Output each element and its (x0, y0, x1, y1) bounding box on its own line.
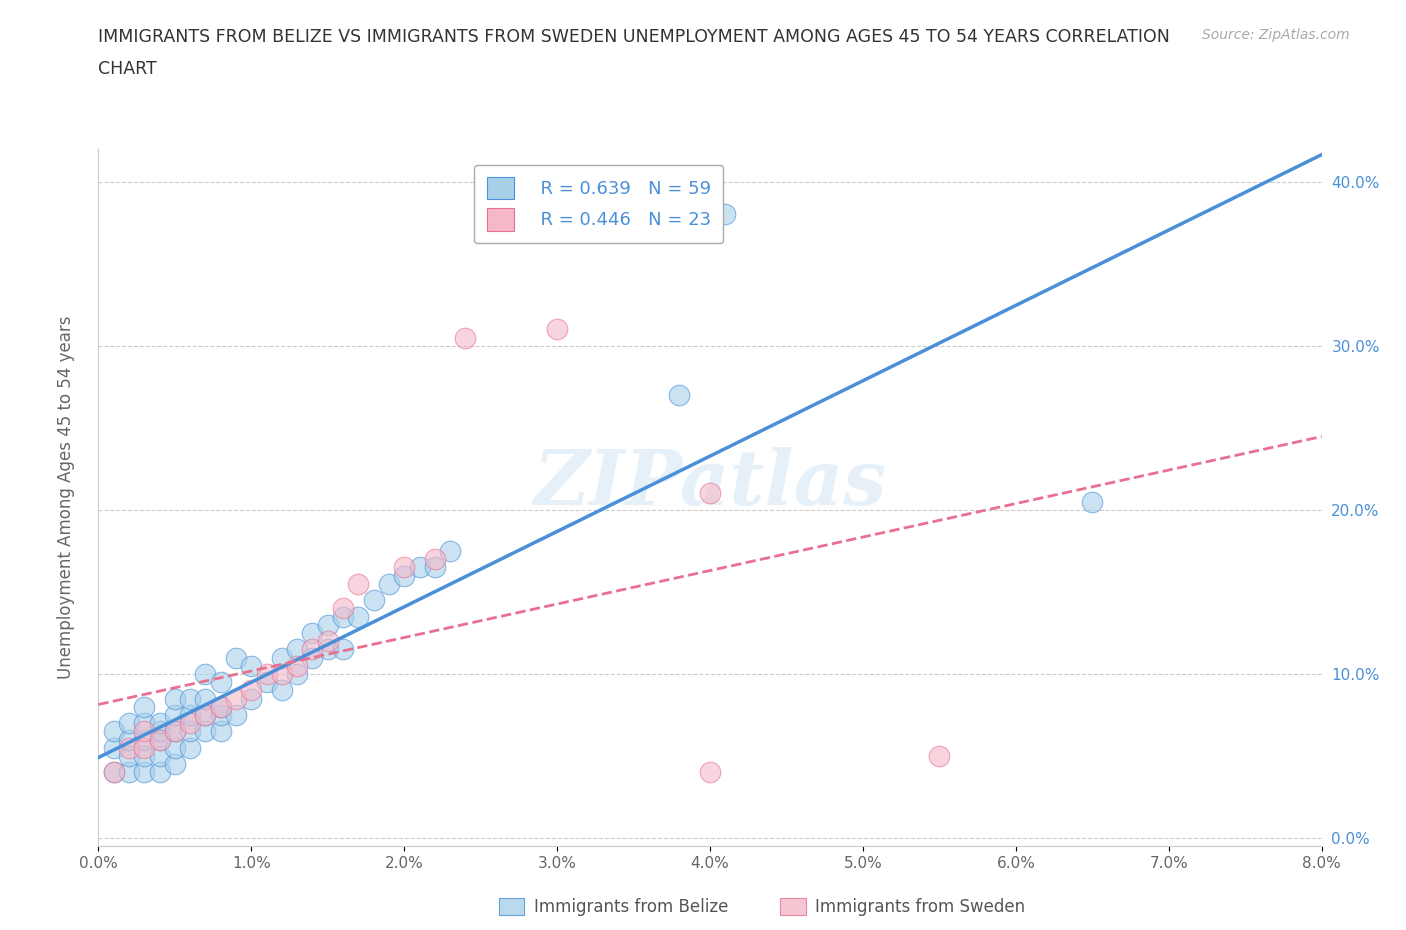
Point (134, 716, 156, 731)
Point (118, 716, 141, 731)
Point (270, 650, 294, 665)
Point (194, 667, 217, 682)
Point (194, 708, 217, 723)
Point (301, 642, 323, 657)
Point (316, 633, 339, 648)
Point (179, 708, 201, 723)
Point (392, 560, 416, 575)
Point (546, 322, 568, 337)
Point (179, 740, 201, 755)
Point (103, 740, 125, 755)
Point (699, 765, 721, 780)
Point (392, 568, 416, 583)
Point (194, 708, 217, 723)
Point (103, 765, 125, 780)
Point (347, 577, 370, 591)
Point (118, 740, 141, 755)
Point (163, 740, 186, 755)
Point (240, 658, 263, 673)
Text: CHART: CHART (98, 60, 157, 78)
Point (240, 683, 263, 698)
Point (209, 699, 232, 714)
Point (134, 699, 156, 714)
Point (163, 724, 186, 738)
Point (256, 675, 278, 690)
Point (668, 388, 690, 403)
Point (301, 650, 323, 665)
Point (163, 757, 186, 772)
Point (423, 560, 446, 575)
Point (225, 708, 247, 723)
Point (134, 740, 156, 755)
Point (225, 650, 247, 665)
Point (332, 642, 354, 657)
Point (149, 732, 172, 747)
Point (363, 592, 385, 607)
Point (225, 691, 247, 706)
Point (209, 708, 232, 723)
Point (134, 749, 156, 764)
Point (179, 716, 201, 731)
Point (149, 716, 172, 731)
Point (1081, 494, 1104, 509)
Point (301, 626, 323, 641)
Point (408, 560, 430, 575)
Point (118, 749, 141, 764)
Legend:   R = 0.639   N = 59,   R = 0.446   N = 23: R = 0.639 N = 59, R = 0.446 N = 23 (474, 165, 723, 243)
Point (163, 691, 186, 706)
Point (134, 765, 156, 780)
Point (194, 724, 217, 738)
Point (103, 765, 125, 780)
Point (285, 642, 308, 657)
Point (240, 691, 263, 706)
Point (118, 765, 141, 780)
Point (149, 732, 172, 747)
Point (149, 765, 172, 780)
Point (316, 618, 339, 632)
Point (270, 667, 294, 682)
Point (103, 724, 125, 738)
Point (179, 691, 201, 706)
Point (179, 724, 201, 738)
Point (134, 724, 156, 738)
Point (118, 732, 141, 747)
Point (285, 658, 308, 673)
Point (163, 708, 186, 723)
Point (928, 749, 950, 764)
Point (423, 551, 446, 566)
Point (163, 724, 186, 738)
Point (194, 691, 217, 706)
Text: IMMIGRANTS FROM BELIZE VS IMMIGRANTS FROM SWEDEN UNEMPLOYMENT AMONG AGES 45 TO 5: IMMIGRANTS FROM BELIZE VS IMMIGRANTS FRO… (98, 28, 1170, 46)
Point (209, 724, 232, 738)
Text: Immigrants from Belize: Immigrants from Belize (534, 897, 728, 916)
Point (439, 543, 461, 558)
Text: Immigrants from Sweden: Immigrants from Sweden (815, 897, 1025, 916)
Point (270, 683, 294, 698)
Point (256, 667, 278, 682)
Point (454, 330, 477, 345)
Point (332, 609, 354, 624)
Point (134, 732, 156, 747)
Text: Source: ZipAtlas.com: Source: ZipAtlas.com (1202, 28, 1350, 42)
Text: ZIPatlas: ZIPatlas (533, 446, 887, 521)
Point (209, 675, 232, 690)
Point (347, 609, 370, 624)
Point (699, 486, 721, 501)
Point (209, 699, 232, 714)
Point (316, 642, 339, 657)
Point (332, 601, 354, 616)
Y-axis label: Unemployment Among Ages 45 to 54 years: Unemployment Among Ages 45 to 54 years (56, 316, 75, 679)
Point (378, 577, 401, 591)
Point (714, 207, 737, 222)
Point (285, 667, 308, 682)
Point (149, 724, 172, 738)
Point (149, 749, 172, 764)
